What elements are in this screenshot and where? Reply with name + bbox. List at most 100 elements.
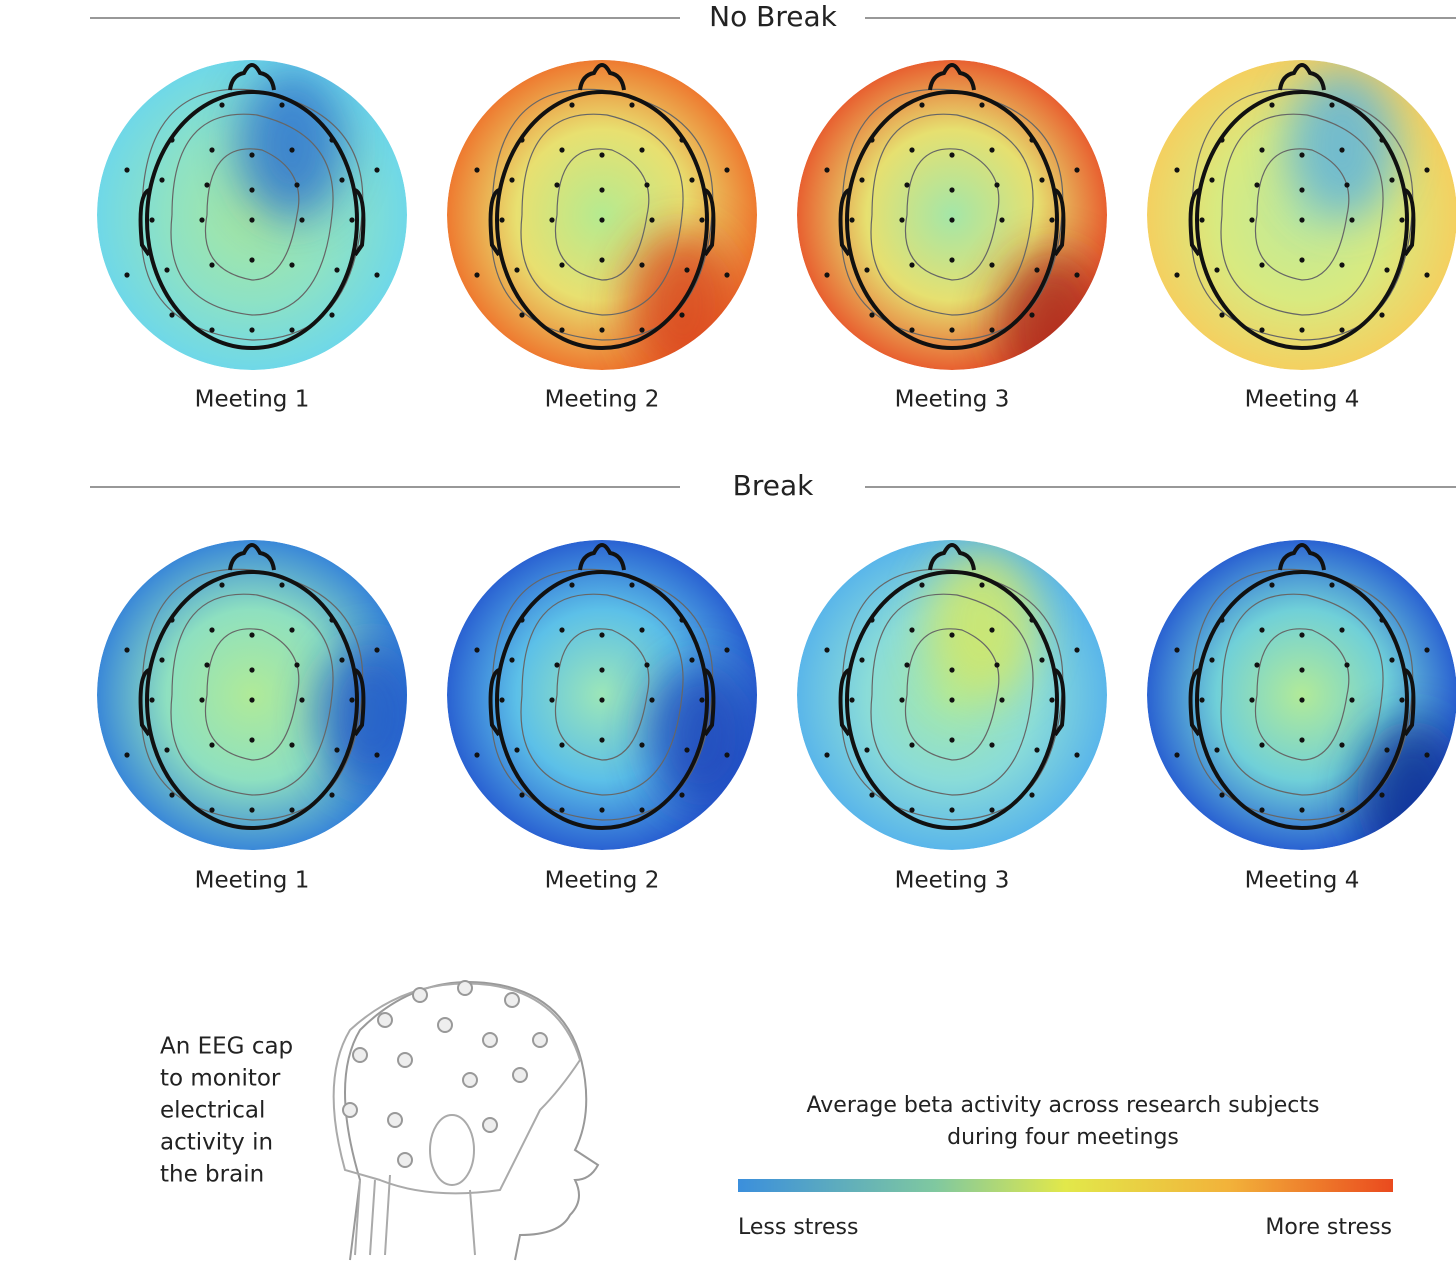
- electrode: [209, 742, 215, 748]
- electrode: [1299, 807, 1305, 813]
- electrode: [474, 272, 480, 278]
- contour: [170, 593, 334, 796]
- electrode: [159, 177, 165, 183]
- electrode: [1199, 697, 1205, 703]
- electrode: [249, 667, 255, 673]
- legend-title: during four meetings: [947, 1125, 1179, 1150]
- electrode: [679, 312, 685, 318]
- topomap-field: [97, 540, 407, 850]
- panel-label: Meeting 4: [1245, 868, 1360, 894]
- electrode: [904, 182, 910, 188]
- electrode: [569, 582, 575, 588]
- electrode: [149, 217, 155, 223]
- electrode: [499, 217, 505, 223]
- eeg-cap-illustration: [332, 980, 600, 1261]
- electrode: [864, 267, 870, 273]
- electrode: [1339, 262, 1345, 268]
- electrode: [334, 747, 340, 753]
- electrode: [629, 102, 635, 108]
- electrode: [169, 137, 175, 143]
- caption-line: An EEG cap: [160, 1034, 293, 1060]
- electrode: [249, 257, 255, 263]
- electrode: [919, 582, 925, 588]
- electrode: [289, 627, 295, 633]
- electrode: [1074, 752, 1080, 758]
- electrode: [1399, 217, 1405, 223]
- electrode: [164, 747, 170, 753]
- electrode: [249, 327, 255, 333]
- electrode: [124, 647, 130, 653]
- contour: [204, 148, 300, 281]
- electrode: [519, 792, 525, 798]
- electrode: [1074, 167, 1080, 173]
- electrode: [644, 182, 650, 188]
- electrode: [1384, 267, 1390, 273]
- electrode: [1259, 327, 1265, 333]
- panel-label: Meeting 1: [195, 868, 310, 894]
- electrode: [169, 617, 175, 623]
- panel-label: Meeting 3: [895, 868, 1010, 894]
- electrode: [159, 657, 165, 663]
- electrode: [1214, 747, 1220, 753]
- head-nose: [1278, 543, 1326, 571]
- electrode: [124, 272, 130, 278]
- electrode: [149, 697, 155, 703]
- electrode: [1174, 167, 1180, 173]
- electrode: [329, 137, 335, 143]
- electrode: [989, 627, 995, 633]
- electrode: [869, 617, 875, 623]
- electrode: [1174, 752, 1180, 758]
- electrode: [1424, 167, 1430, 173]
- electrode: [949, 257, 955, 263]
- electrode: [724, 272, 730, 278]
- head-ear: [1188, 188, 1201, 257]
- electrode: [949, 697, 955, 703]
- electrode: [124, 752, 130, 758]
- electrode: [474, 752, 480, 758]
- head-outline: [845, 570, 1059, 830]
- electrode: [249, 697, 255, 703]
- electrode: [1259, 262, 1265, 268]
- contour: [870, 113, 1034, 316]
- electrode: [1344, 662, 1350, 668]
- electrode: [1219, 617, 1225, 623]
- electrode: [949, 152, 955, 158]
- electrode: [599, 697, 605, 703]
- electrode: [1219, 792, 1225, 798]
- head-outline: [145, 570, 359, 830]
- panel-label: Meeting 3: [895, 387, 1010, 413]
- head-nose: [228, 63, 276, 91]
- electrode: [639, 327, 645, 333]
- head-ear: [703, 188, 716, 257]
- caption-line: to monitor: [160, 1066, 281, 1092]
- head-outline: [145, 90, 359, 350]
- electrode: [519, 137, 525, 143]
- electrode: [1299, 257, 1305, 263]
- electrode: [289, 147, 295, 153]
- electrode: [629, 582, 635, 588]
- electrode: [724, 647, 730, 653]
- head-outline: [495, 90, 709, 350]
- electrode: [599, 327, 605, 333]
- electrode: [209, 627, 215, 633]
- head-ear: [838, 668, 851, 737]
- electrode: [554, 662, 560, 668]
- electrode: [299, 217, 305, 223]
- head-ear: [1188, 668, 1201, 737]
- electrode: [989, 742, 995, 748]
- electrode: [869, 312, 875, 318]
- electrode: [1299, 737, 1305, 743]
- electrode: [299, 697, 305, 703]
- electrode: [219, 582, 225, 588]
- electrode: [1074, 647, 1080, 653]
- electrode: [1329, 102, 1335, 108]
- electrode: [1254, 182, 1260, 188]
- contour: [1254, 148, 1350, 281]
- electrode: [1389, 657, 1395, 663]
- electrode: [329, 792, 335, 798]
- electrode: [204, 182, 210, 188]
- electrode: [164, 267, 170, 273]
- electrode: [514, 747, 520, 753]
- electrode: [599, 217, 605, 223]
- head-outline: [1195, 90, 1409, 350]
